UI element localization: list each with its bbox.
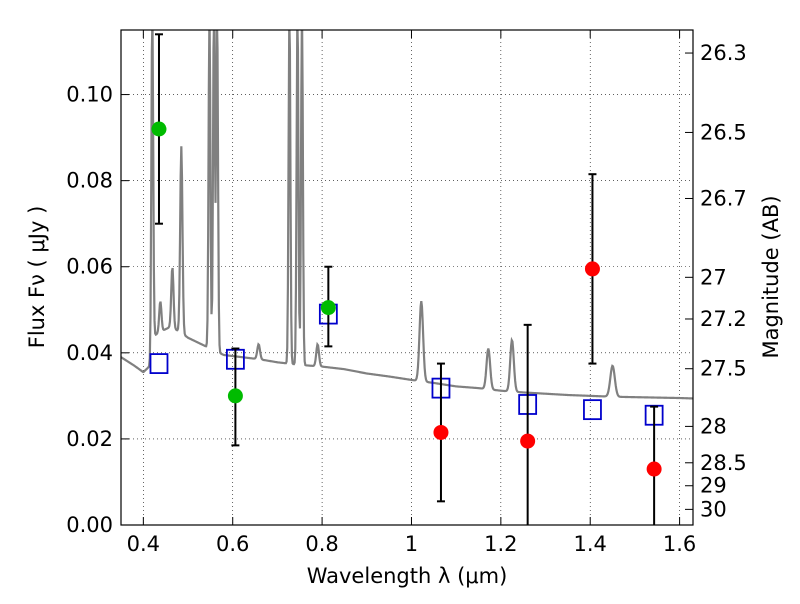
- mag-tick-label: 26.5: [700, 120, 747, 144]
- x-tick-label: 1.6: [663, 532, 696, 556]
- x-tick-label: 0.6: [216, 532, 249, 556]
- x-tick-label: 1.4: [574, 532, 607, 556]
- data-marks: [149, 33, 664, 525]
- flux-circle-point: [520, 433, 536, 449]
- spectrum-line: [121, 30, 693, 400]
- flux-circle-point: [320, 300, 336, 316]
- x-axis-label: Wavelength λ (μm): [307, 564, 508, 588]
- y-tick-label: 0.08: [66, 169, 113, 193]
- x-tick-label: 0.4: [127, 532, 160, 556]
- axis-ticks: 0.4 0.6 0.8 1 1.2 1.4 1.6 0.00 0.02 0.04 0.06 0.08 0…: [66, 30, 747, 556]
- mag-tick-label: 30: [700, 497, 727, 521]
- mag-tick-label: 27.2: [700, 307, 747, 331]
- x-tick-label: 1: [405, 532, 418, 556]
- flux-circle-point: [584, 261, 600, 277]
- spectrum-layer: [121, 30, 693, 400]
- y-tick-label: 0.00: [66, 513, 113, 537]
- flux-circle-point: [433, 424, 449, 440]
- mag-tick-label: 27: [700, 265, 727, 289]
- x-tick-label: 1.2: [484, 532, 517, 556]
- y-axis-label: Flux Fν ( μJy ): [25, 206, 49, 349]
- y-tick-label: 0.06: [66, 255, 113, 279]
- y-tick-label: 0.02: [66, 427, 113, 451]
- mag-tick-label: 28: [700, 414, 727, 438]
- mag-tick-label: 29: [700, 474, 727, 498]
- flux-circle-point: [646, 461, 662, 477]
- x-tick-label: 0.8: [305, 532, 338, 556]
- mag-tick-label: 26.7: [700, 186, 747, 210]
- mag-tick-label: 28.5: [700, 451, 747, 475]
- flux-circle-point: [227, 388, 243, 404]
- flux-circle-point: [151, 121, 167, 137]
- mag-tick-label: 27.5: [700, 357, 747, 381]
- model-square-point: [583, 399, 602, 421]
- model-square-point: [149, 353, 169, 374]
- y-tick-label: 0.10: [66, 83, 113, 107]
- y-axis-right-label: Magnitude (AB): [759, 195, 783, 358]
- mag-tick-label: 26.3: [700, 41, 747, 65]
- y-tick-label: 0.04: [66, 341, 113, 365]
